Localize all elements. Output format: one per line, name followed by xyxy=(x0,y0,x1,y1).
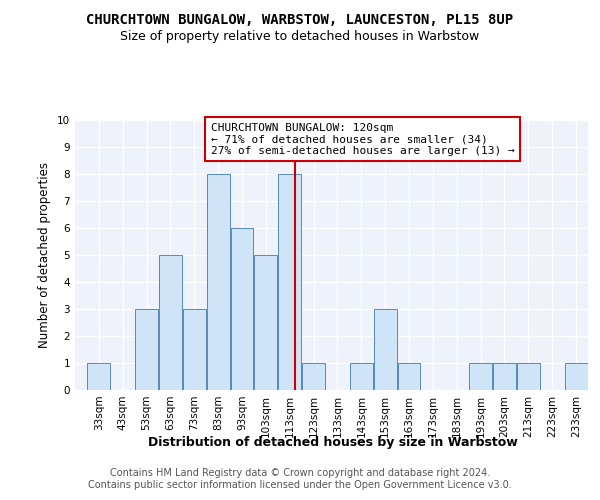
Y-axis label: Number of detached properties: Number of detached properties xyxy=(38,162,52,348)
Bar xyxy=(183,309,206,390)
Bar xyxy=(230,228,253,390)
Text: Contains HM Land Registry data © Crown copyright and database right 2024.: Contains HM Land Registry data © Crown c… xyxy=(110,468,490,477)
Bar xyxy=(88,363,110,390)
Text: Contains public sector information licensed under the Open Government Licence v3: Contains public sector information licen… xyxy=(88,480,512,490)
Bar xyxy=(374,309,397,390)
Text: Distribution of detached houses by size in Warbstow: Distribution of detached houses by size … xyxy=(148,436,518,449)
Bar xyxy=(159,255,182,390)
Bar xyxy=(469,363,492,390)
Bar xyxy=(207,174,230,390)
Bar xyxy=(565,363,587,390)
Bar xyxy=(254,255,277,390)
Bar xyxy=(135,309,158,390)
Bar xyxy=(350,363,373,390)
Bar xyxy=(493,363,516,390)
Text: CHURCHTOWN BUNGALOW: 120sqm
← 71% of detached houses are smaller (34)
27% of sem: CHURCHTOWN BUNGALOW: 120sqm ← 71% of det… xyxy=(211,122,515,156)
Bar xyxy=(302,363,325,390)
Bar xyxy=(278,174,301,390)
Bar xyxy=(398,363,421,390)
Bar xyxy=(517,363,540,390)
Text: Size of property relative to detached houses in Warbstow: Size of property relative to detached ho… xyxy=(121,30,479,43)
Text: CHURCHTOWN BUNGALOW, WARBSTOW, LAUNCESTON, PL15 8UP: CHURCHTOWN BUNGALOW, WARBSTOW, LAUNCESTO… xyxy=(86,12,514,26)
